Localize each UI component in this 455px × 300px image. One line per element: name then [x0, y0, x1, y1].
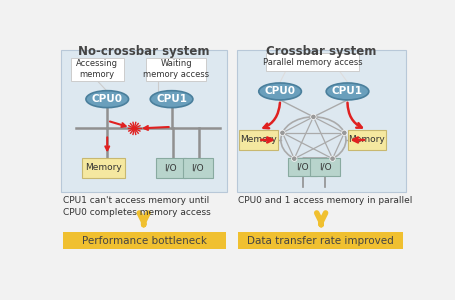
Bar	[71, 58, 123, 81]
Ellipse shape	[259, 83, 301, 100]
Text: Performance bottleneck: Performance bottleneck	[82, 236, 207, 246]
Text: Waiting
memory access: Waiting memory access	[143, 59, 209, 79]
Bar	[310, 158, 340, 176]
Text: Data transfer rate improved: Data transfer rate improved	[247, 236, 394, 246]
Circle shape	[292, 156, 297, 161]
Text: CPU0: CPU0	[264, 86, 296, 96]
Ellipse shape	[150, 91, 193, 108]
Bar	[238, 232, 403, 249]
Text: Accessing
memory: Accessing memory	[76, 59, 118, 79]
Bar	[156, 158, 186, 178]
Text: Crossbar system: Crossbar system	[266, 45, 376, 58]
Text: Memory: Memory	[85, 163, 122, 172]
Text: Memory: Memory	[349, 135, 385, 144]
Bar	[63, 232, 226, 249]
Bar	[146, 58, 207, 81]
Text: CPU1: CPU1	[156, 94, 187, 104]
Text: Parallel memory access: Parallel memory access	[263, 58, 363, 67]
Bar	[82, 158, 125, 178]
Text: I/O: I/O	[165, 163, 177, 172]
Circle shape	[330, 156, 335, 161]
Text: CPU0 and 1 access memory in parallel: CPU0 and 1 access memory in parallel	[238, 196, 413, 205]
Bar	[61, 50, 228, 192]
Circle shape	[311, 114, 316, 119]
Circle shape	[280, 130, 285, 136]
Text: No-crossbar system: No-crossbar system	[78, 45, 209, 58]
Text: Memory: Memory	[240, 135, 277, 144]
Bar	[348, 130, 386, 150]
Bar	[239, 130, 278, 150]
Text: CPU0: CPU0	[92, 94, 123, 104]
Ellipse shape	[326, 83, 369, 100]
Text: I/O: I/O	[318, 162, 331, 171]
Text: I/O: I/O	[296, 162, 309, 171]
Bar	[237, 50, 405, 192]
Text: CPU1 can't access memory until
CPU0 completes memory access: CPU1 can't access memory until CPU0 comp…	[63, 196, 211, 217]
Circle shape	[342, 130, 347, 136]
Text: I/O: I/O	[192, 163, 204, 172]
Bar	[266, 53, 359, 71]
Text: CPU1: CPU1	[332, 86, 363, 96]
Bar	[183, 158, 212, 178]
Ellipse shape	[86, 91, 129, 108]
Bar	[288, 158, 317, 176]
